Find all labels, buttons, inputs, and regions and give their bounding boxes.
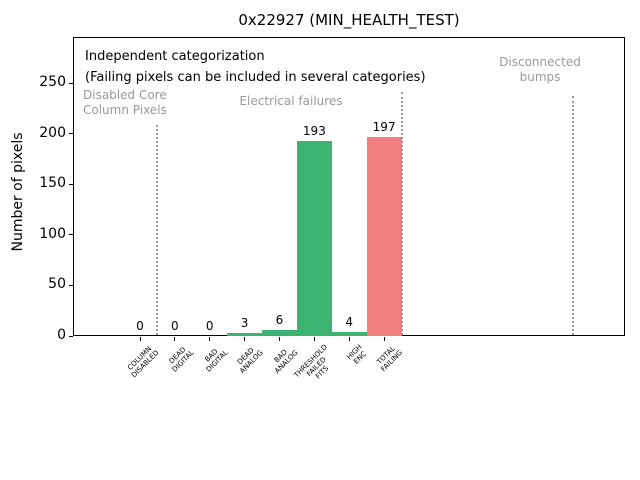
bar-value-label: 3 — [240, 315, 249, 330]
x-tick-mark — [174, 337, 176, 341]
separator-line — [400, 92, 403, 335]
section-label-line: Disconnected — [499, 55, 581, 69]
y-tick-mark — [69, 284, 73, 286]
bar-value-label: 0 — [171, 319, 179, 333]
y-tick-mark — [69, 133, 73, 135]
section-label-electrical-failures: Electrical failures — [239, 94, 343, 108]
bar-value-label: 0 — [205, 319, 214, 333]
bar — [296, 141, 332, 336]
bar-value-label: 0 — [136, 319, 144, 333]
chart-title: 0x22927 (MIN_HEALTH_TEST) — [238, 11, 460, 29]
separator-line — [572, 96, 575, 335]
x-tick-mark — [313, 337, 315, 341]
section-label-line: Disabled Core — [83, 88, 167, 102]
bar-value-label: 6 — [275, 312, 284, 327]
y-tick-label: 50 — [48, 276, 66, 293]
separator-line — [156, 125, 159, 335]
y-tick-mark — [69, 234, 73, 236]
x-tick-label: DEAD ANALOG — [233, 343, 265, 375]
y-tick-mark — [69, 183, 73, 185]
x-tick-mark — [348, 337, 350, 341]
bar — [331, 331, 367, 336]
x-tick-label: THRESHOLD FAILED FITS — [293, 343, 341, 391]
annotation-line-1: Independent categorization — [85, 49, 265, 64]
x-tick-label: DEAD DIGITAL — [165, 343, 195, 374]
x-tick-mark — [139, 337, 141, 341]
y-tick-label: 200 — [39, 124, 66, 141]
y-tick-mark — [69, 82, 73, 84]
x-tick-mark — [383, 337, 385, 341]
bar — [262, 329, 297, 336]
y-tick-label: 100 — [39, 225, 66, 242]
x-tick-label: COLUMN DISABLED — [124, 343, 161, 380]
x-tick-mark — [209, 337, 211, 341]
bar — [366, 137, 402, 336]
annotation-line-2: (Failing pixels can be included in sever… — [85, 70, 426, 85]
bar-value-label: 197 — [372, 120, 396, 134]
bar-value-label: 193 — [302, 124, 326, 139]
section-label-line: Column Pixels — [83, 103, 167, 117]
section-label-disabled-core-column-pixels: Disabled Core Column Pixels — [83, 88, 167, 118]
x-tick-label: BAD DIGITAL — [199, 343, 230, 373]
y-tick-label: 0 — [57, 327, 66, 343]
plot-area — [73, 37, 625, 336]
y-tick-mark — [69, 335, 73, 337]
x-tick-label: TOTAL FAILING — [374, 343, 405, 374]
section-label-line: bumps — [519, 70, 561, 84]
bar — [227, 332, 263, 336]
y-tick-label: 150 — [39, 175, 66, 192]
bar-value-label: 4 — [345, 314, 354, 329]
x-tick-mark — [279, 337, 280, 341]
section-label-disconnected-bumps: Disconnected bumps — [499, 55, 581, 85]
x-tick-label: HIGH ENC — [345, 343, 369, 367]
y-tick-label: 250 — [39, 74, 66, 91]
x-tick-mark — [244, 337, 246, 341]
